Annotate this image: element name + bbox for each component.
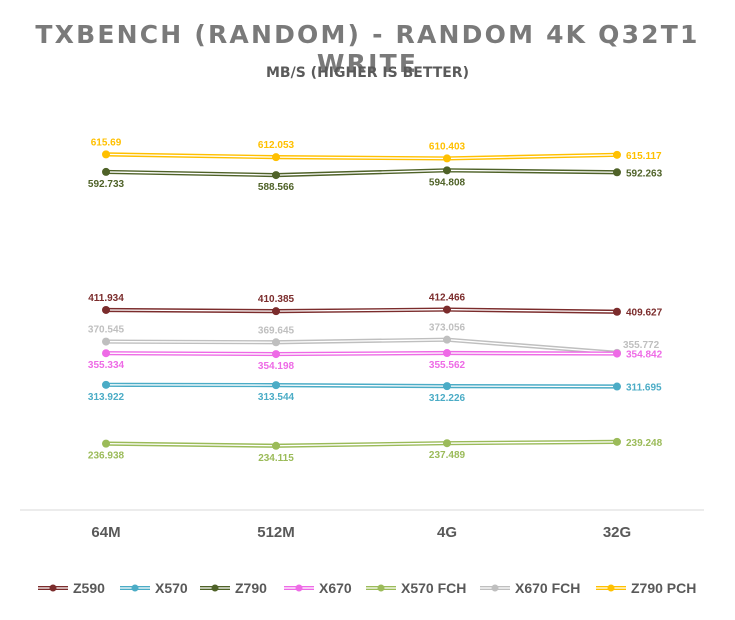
series-x570 [102, 380, 621, 391]
point-z590-64m [102, 305, 110, 314]
legend-label-z790-pch: Z790 PCH [631, 580, 696, 596]
data-label-x570-fch-32g: 239.248 [626, 438, 663, 449]
series-z790 [102, 166, 621, 180]
chart-subtitle: MB/S (HIGHER IS BETTER) [266, 65, 469, 81]
data-label-z590-64m: 411.934 [88, 293, 124, 304]
data-label-x570-fch-4g: 237.489 [429, 450, 466, 461]
point-z790-pch-4g [443, 154, 451, 163]
legend-item-z790-pch: Z790 PCH [596, 580, 696, 596]
x-tick-32g: 32G [603, 524, 631, 541]
legend-item-x670-fch: X670 FCH [480, 580, 580, 596]
legend-item-x670: X670 [284, 580, 352, 596]
data-label-x670-64m: 355.334 [88, 360, 125, 371]
point-x670-4g [443, 349, 451, 358]
series-z590 [102, 305, 621, 316]
data-label-z590-4g: 412.466 [429, 293, 466, 304]
data-label-x670-512m: 354.198 [258, 361, 295, 372]
data-label-z790-pch-32g: 615.117 [626, 151, 662, 162]
data-label-z790-32g: 592.263 [626, 168, 663, 179]
legend-label-x570-fch: X570 FCH [401, 580, 466, 596]
legend-label-x570: X570 [155, 580, 188, 596]
data-label-z790-64m: 592.733 [88, 179, 125, 190]
point-x670-64m [102, 349, 110, 358]
data-label-z790-pch-64m: 615.69 [91, 137, 122, 148]
data-label-x670-fch-64m: 370.545 [88, 325, 125, 336]
data-label-x670-fch-4g: 373.056 [429, 323, 466, 334]
x-tick-64m: 64M [91, 524, 120, 541]
x-tick-512m: 512M [257, 524, 295, 541]
data-label-x670-4g: 355.562 [429, 360, 466, 371]
series-line-inner-z590 [105, 308, 618, 313]
data-label-layer: 370.545 369.645 373.056 355.772 355.334 354.1… [88, 137, 663, 463]
point-x570-fch-4g [443, 439, 451, 448]
x-axis-ticks: 64M 512M 4G 32G [91, 524, 631, 541]
point-x570-32g [613, 382, 621, 391]
data-label-x570-32g: 311.695 [626, 383, 662, 394]
legend-item-x570: X570 [120, 580, 188, 596]
legend-label-z590: Z590 [73, 580, 105, 596]
point-x670-fch-4g [443, 335, 451, 344]
point-x670-fch-512m [272, 338, 280, 347]
series-line-inner-z790 [105, 169, 618, 176]
data-label-z590-512m: 410.385 [258, 294, 295, 305]
data-label-z790-pch-4g: 610.403 [429, 141, 466, 152]
point-x570-64m [102, 380, 110, 389]
point-z790-512m [272, 171, 280, 180]
data-label-x570-4g: 312.226 [429, 393, 466, 404]
legend: Z590 X570 Z790 X670 X570 FCH X670 FCH Z790 PCH [38, 580, 696, 596]
series-line-inner-x670 [105, 352, 618, 355]
point-x570-fch-512m [272, 441, 280, 450]
data-label-x570-512m: 313.544 [258, 392, 295, 403]
point-z590-4g [443, 305, 451, 314]
point-z790-pch-64m [102, 150, 110, 159]
data-label-x670-32g: 354.842 [626, 350, 663, 361]
series-line-inner-x670-fch [105, 339, 618, 354]
point-z790-32g [613, 168, 621, 177]
point-z790-pch-32g [613, 150, 621, 159]
point-x670-fch-64m [102, 337, 110, 346]
data-label-x570-fch-512m: 234.115 [258, 453, 294, 464]
legend-label-x670-fch: X670 FCH [515, 580, 580, 596]
series-z790-pch [102, 150, 621, 163]
legend-label-x670: X670 [319, 580, 352, 596]
legend-label-z790: Z790 [235, 580, 267, 596]
legend-item-z790: Z790 [200, 580, 267, 596]
x-tick-4g: 4G [437, 524, 457, 541]
point-z790-4g [443, 166, 451, 175]
series-line-inner-x570-fch [105, 441, 618, 447]
data-label-z590-32g: 409.627 [626, 308, 663, 319]
point-x570-fch-64m [102, 439, 110, 448]
data-label-z790-pch-512m: 612.053 [258, 140, 295, 151]
data-label-x570-fch-64m: 236.938 [88, 451, 125, 462]
series-line-inner-z790-pch [105, 153, 618, 160]
data-label-x670-fch-512m: 369.645 [258, 325, 295, 336]
point-z590-512m [272, 307, 280, 316]
point-z590-32g [613, 307, 621, 316]
data-label-z790-4g: 594.808 [429, 177, 466, 188]
series-x670 [102, 349, 621, 359]
point-z790-pch-512m [272, 153, 280, 162]
data-label-z790-512m: 588.566 [258, 182, 295, 193]
point-z790-64m [102, 167, 110, 176]
series-line-inner-x570 [105, 384, 618, 388]
point-x570-4g [443, 382, 451, 391]
data-label-x570-64m: 313.922 [88, 392, 125, 403]
legend-item-x570-fch: X570 FCH [366, 580, 466, 596]
series-x570-fch [102, 437, 621, 450]
point-x670-512m [272, 350, 280, 359]
legend-item-z590: Z590 [38, 580, 105, 596]
series-x670-fch [102, 335, 621, 357]
point-x570-512m [272, 381, 280, 390]
point-x670-32g [613, 349, 621, 358]
data-label-x670-fch-32g: 355.772 [623, 340, 660, 351]
chart-title: TXBENCH (RANDOM) - RANDOM 4K Q32T1 WRITE [35, 20, 700, 78]
series-layer [102, 150, 621, 450]
point-x570-fch-32g [613, 437, 621, 446]
